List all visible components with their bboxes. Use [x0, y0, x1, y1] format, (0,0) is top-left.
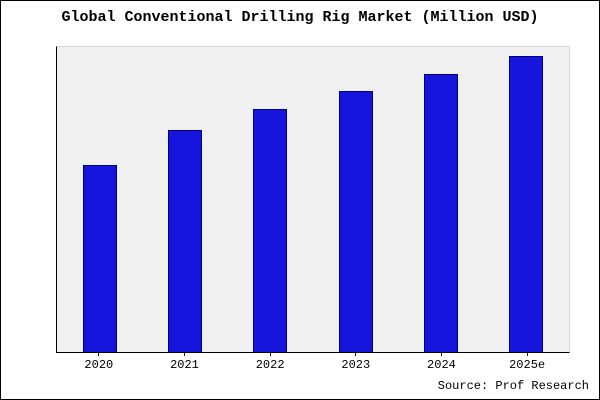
bar-2022 [253, 109, 288, 352]
x-axis-label: 2023 [341, 358, 371, 372]
x-label-cell: 2025e [497, 352, 557, 372]
x-axis-label: 2025e [509, 358, 546, 372]
x-label-cell: 2022 [240, 352, 300, 372]
x-axis-tick [440, 352, 442, 356]
x-axis-tick [98, 352, 100, 356]
bar-2021 [167, 129, 202, 352]
bar-2024 [423, 73, 458, 352]
x-axis-labels: 2020 2021 2022 2023 2024 2025e [56, 352, 570, 372]
x-axis-tick [269, 352, 271, 356]
x-axis-tick [355, 352, 357, 356]
x-label-cell: 2021 [154, 352, 214, 372]
plot-area [56, 46, 570, 353]
chart-title: Global Conventional Drilling Rig Market … [61, 9, 539, 26]
x-label-cell: 2020 [69, 352, 129, 372]
x-axis-tick [526, 352, 528, 356]
x-label-cell: 2024 [411, 352, 471, 372]
bar-2025e [509, 55, 544, 352]
source-note: Source: Prof Research [437, 379, 589, 393]
x-axis-label: 2020 [84, 358, 114, 372]
x-axis-tick [183, 352, 185, 356]
x-label-cell: 2023 [326, 352, 386, 372]
x-axis-label: 2022 [255, 358, 285, 372]
x-axis-label: 2024 [427, 358, 456, 372]
bar-2020 [82, 165, 117, 352]
x-axis-label: 2021 [170, 358, 199, 372]
bar-2023 [338, 91, 373, 352]
